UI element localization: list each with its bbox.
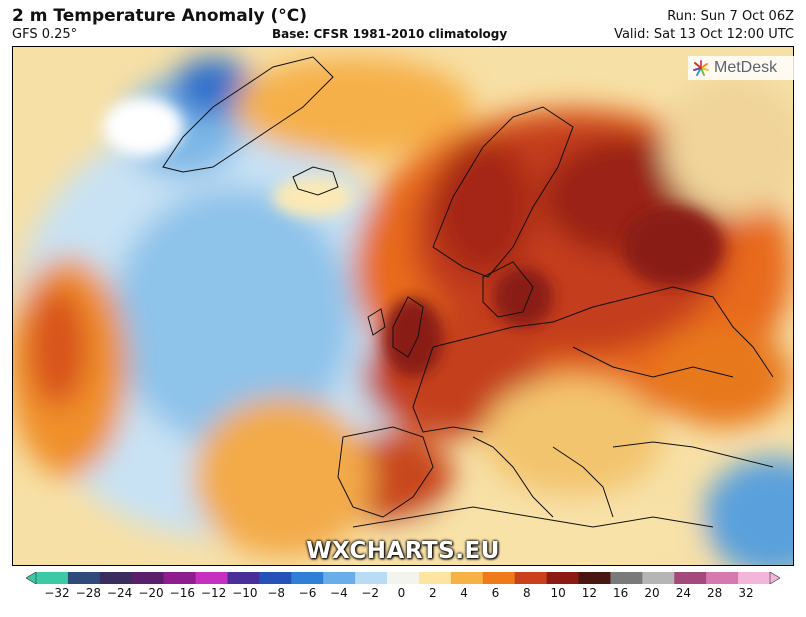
colorbar-tick-label: −2 <box>361 586 380 600</box>
colorbar-cell <box>67 572 101 584</box>
colorbar-tick-label: −16 <box>169 586 195 600</box>
metdesk-star-icon <box>693 60 709 76</box>
colorbar-cell <box>546 572 580 584</box>
colorbar-cell <box>99 572 133 584</box>
chart-header: 2 m Temperature Anomaly (°C) GFS 0.25° B… <box>0 0 806 46</box>
colorbar-tick-label: −28 <box>75 586 101 600</box>
colorbar-tick-label: 4 <box>460 586 468 600</box>
colorbar-cell <box>482 572 516 584</box>
colorbar-cell <box>418 572 452 584</box>
metdesk-logo-text: MetDesk <box>714 59 778 76</box>
colorbar-cell <box>291 572 324 584</box>
colorbar-cell <box>323 572 356 584</box>
colorbar-cell <box>674 572 707 584</box>
colorbar-tick-label: −8 <box>267 586 286 600</box>
colorbar <box>26 572 780 584</box>
colorbar-tick-label: −6 <box>298 586 317 600</box>
model-label: GFS 0.25° <box>12 27 78 42</box>
colorbar-cell <box>642 572 675 584</box>
colorbar-cell <box>738 572 771 584</box>
colorbar-cell <box>706 572 739 584</box>
colorbar-cell <box>355 572 388 584</box>
colorbar-ticks: −32 −28 −24 −20 −16 −12 −10 −8 −6 −4 −2 0 2 4 6 8 10 12 16… <box>0 586 806 612</box>
colorbar-tick-label: 10 <box>550 586 566 600</box>
colorbar-tick-label: 8 <box>522 586 531 600</box>
colorbar-cell <box>610 572 643 584</box>
anomaly-detail <box>103 97 723 377</box>
colorbar-cell <box>450 572 484 584</box>
metdesk-logo: MetDesk <box>688 56 794 80</box>
chart-title: 2 m Temperature Anomaly (°C) <box>12 6 308 26</box>
colorbar-tick-label: −24 <box>106 586 133 600</box>
colorbar-cell <box>131 572 165 584</box>
colorbar-cell <box>259 572 292 584</box>
colorbar-cell <box>514 572 548 584</box>
colorbar-cell <box>387 572 420 584</box>
colorbar-tick-label: 24 <box>675 586 692 600</box>
colorbar-cell <box>195 572 228 584</box>
colorbar-tick-label: 0 <box>397 586 406 600</box>
coastlines <box>162 56 774 528</box>
run-time-label: Run: Sun 7 Oct 06Z <box>667 9 794 24</box>
colorbar-tick-label: 16 <box>613 586 629 600</box>
colorbar-cell <box>163 572 197 584</box>
colorbar-tick-label: 2 <box>428 586 437 600</box>
map-svg <box>13 47 793 565</box>
colorbar-tick-label: 6 <box>491 586 500 600</box>
colorbar-tick-label: 20 <box>644 586 660 600</box>
colorbar-max-arrow <box>769 572 780 584</box>
colorbar-tick-label: −20 <box>138 586 164 600</box>
colorbar-min-arrow <box>26 572 37 584</box>
colorbar-cell <box>36 572 69 584</box>
colorbar-tick-label: −10 <box>232 586 258 600</box>
colorbar-tick-label: 28 <box>707 586 723 600</box>
colorbar-tick-label: 12 <box>581 586 598 600</box>
colorbar-tick-label: −32 <box>44 586 70 600</box>
anomaly-map[interactable] <box>12 46 794 566</box>
colorbar-cell <box>578 572 611 584</box>
colorbar-tick-label: −12 <box>200 586 227 600</box>
valid-time-label: Valid: Sat 13 Oct 12:00 UTC <box>614 27 794 42</box>
colorbar-tick-label: 32 <box>738 586 754 600</box>
colorbar-tick-label: −4 <box>330 586 348 600</box>
colorbar-cell <box>227 572 260 584</box>
wxcharts-watermark: WXCHARTS.EU <box>306 538 500 564</box>
base-climatology-label: Base: CFSR 1981-2010 climatology <box>272 27 508 41</box>
